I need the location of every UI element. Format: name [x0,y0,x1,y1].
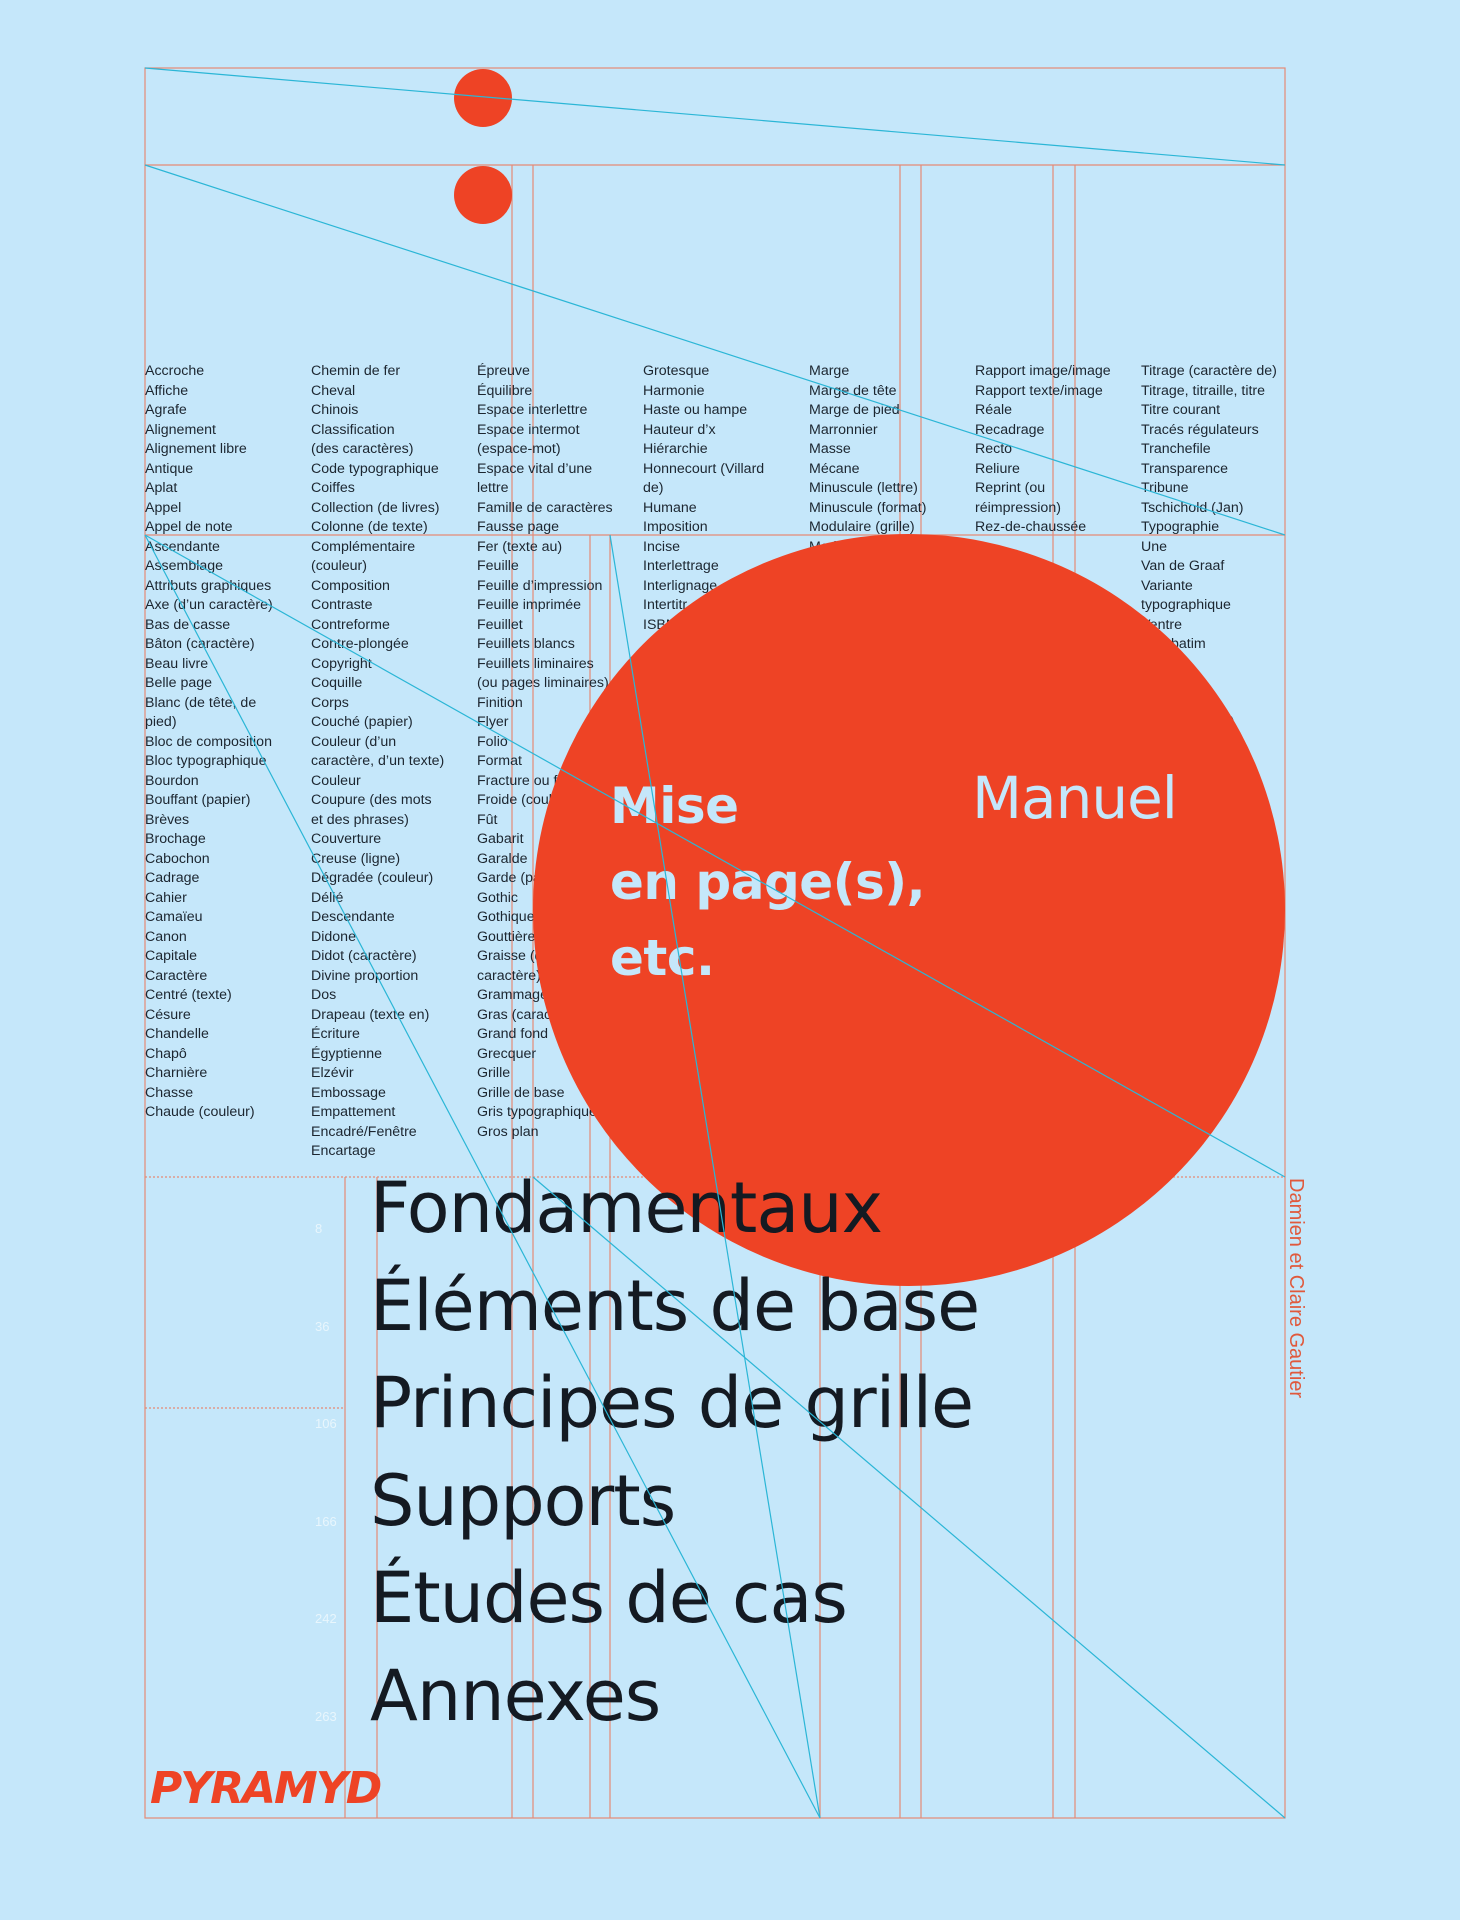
book-title: Mise en page(s), etc. [610,768,926,996]
section-title: Annexes [370,1654,661,1737]
page-number: 166 [315,1513,337,1529]
section-title: Éléments de base [370,1264,980,1347]
section-title: Fondamentaux [370,1167,883,1249]
page-number: 8 [315,1221,323,1236]
glossary-column-5: Marge Marge de tête Marge de pied Marronnie… [809,363,927,555]
title-line-2: en page(s), [610,853,926,911]
page-number: 263 [315,1708,337,1724]
title-line-1: Mise [610,777,739,835]
section-title: Supports [370,1459,676,1542]
dot-second [454,166,512,224]
glossary-column-1: Accroche Affiche Agrafe Alignement Alignemen… [145,363,273,1120]
title-line-3: etc. [610,929,715,987]
glossary-column-2: Chemin de fer Cheval Chinois Classification… [311,363,445,1159]
section-title: Principes de grille [370,1362,974,1444]
page-number-list: 8 36 106 166 242 263 [315,1180,337,1765]
dot-top [454,69,512,127]
page-number: 106 [315,1416,337,1431]
section-title: Études de cas [370,1557,848,1639]
book-subtitle: Manuel [972,764,1178,832]
page-number: 36 [315,1318,330,1334]
authors: Damien et Claire Gautier [1285,1178,1307,1399]
publisher-logo: PYRAMYD [150,1763,382,1814]
page-number: 242 [315,1611,337,1626]
section-list: Fondamentaux Éléments de base Principes … [370,1160,980,1745]
